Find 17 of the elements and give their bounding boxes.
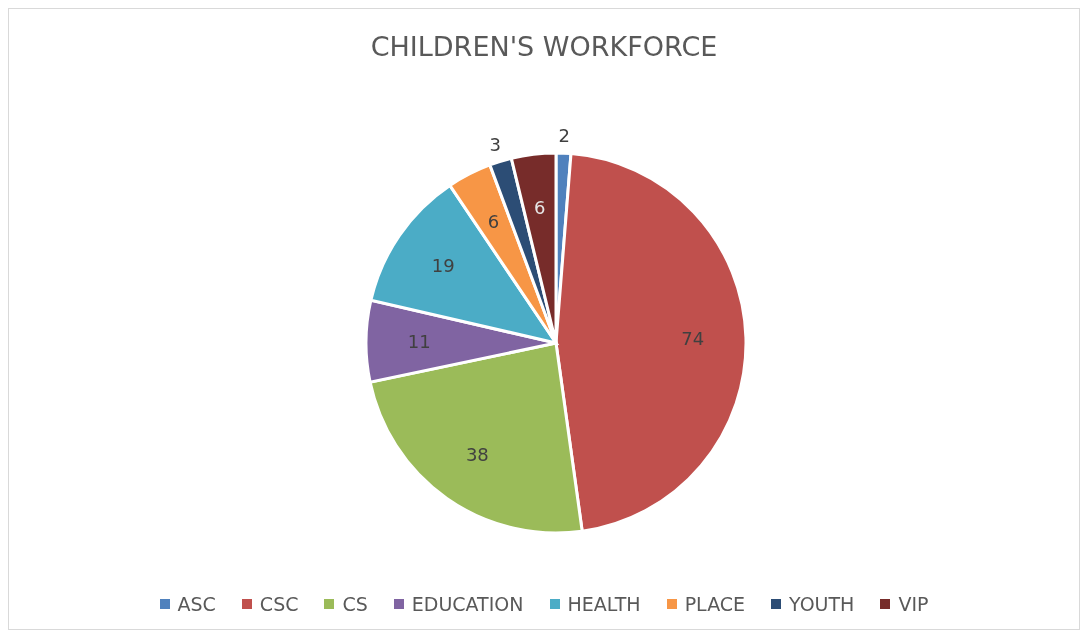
data-label: 11 (407, 331, 431, 353)
data-label: 3 (489, 133, 501, 155)
data-label: 74 (681, 328, 705, 350)
data-label: 2 (558, 124, 570, 146)
legend-label: HEALTH (566, 593, 641, 615)
legend-label: ASC (176, 593, 216, 615)
data-label: 19 (431, 254, 455, 276)
data-label: 38 (465, 444, 489, 466)
data-label: 6 (487, 210, 500, 232)
legend-label: PLACE (683, 593, 746, 615)
data-label: 6 (534, 196, 546, 218)
chart-title: CHILDREN'S WORKFORCE (369, 31, 719, 62)
legend-label: EDUCATION (410, 593, 524, 615)
legend-label: VIP (897, 593, 929, 615)
legend-label: YOUTH (788, 593, 855, 615)
legend-label: CS (341, 593, 368, 615)
legend-label: CSC (258, 593, 299, 615)
